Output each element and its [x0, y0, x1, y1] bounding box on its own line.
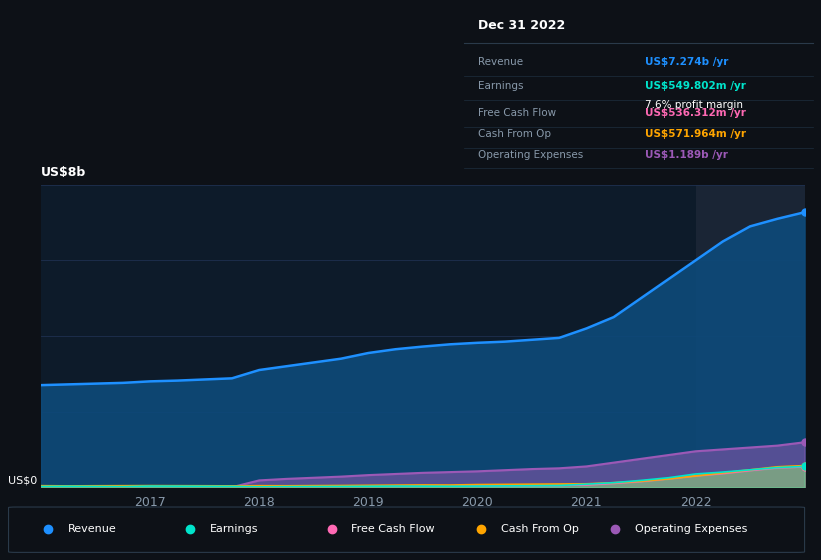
Text: Operating Expenses: Operating Expenses [635, 524, 747, 534]
Text: US$571.964m /yr: US$571.964m /yr [645, 129, 746, 139]
Text: Free Cash Flow: Free Cash Flow [478, 108, 556, 118]
Text: 7.6% profit margin: 7.6% profit margin [645, 100, 743, 110]
Text: US$0: US$0 [8, 475, 37, 486]
Text: US$7.274b /yr: US$7.274b /yr [645, 57, 729, 67]
Text: Operating Expenses: Operating Expenses [478, 150, 583, 160]
Text: Dec 31 2022: Dec 31 2022 [478, 19, 565, 32]
Text: Earnings: Earnings [209, 524, 258, 534]
Text: Cash From Op: Cash From Op [478, 129, 551, 139]
Text: Revenue: Revenue [478, 57, 523, 67]
Text: Revenue: Revenue [67, 524, 117, 534]
Text: Earnings: Earnings [478, 81, 523, 91]
Text: US$549.802m /yr: US$549.802m /yr [645, 81, 746, 91]
Text: US$8b: US$8b [41, 166, 86, 179]
FancyBboxPatch shape [8, 507, 805, 552]
Text: Free Cash Flow: Free Cash Flow [351, 524, 435, 534]
Text: US$1.189b /yr: US$1.189b /yr [645, 150, 728, 160]
Text: US$536.312m /yr: US$536.312m /yr [645, 108, 746, 118]
Bar [695, 185, 805, 487]
Text: Cash From Op: Cash From Op [501, 524, 579, 534]
